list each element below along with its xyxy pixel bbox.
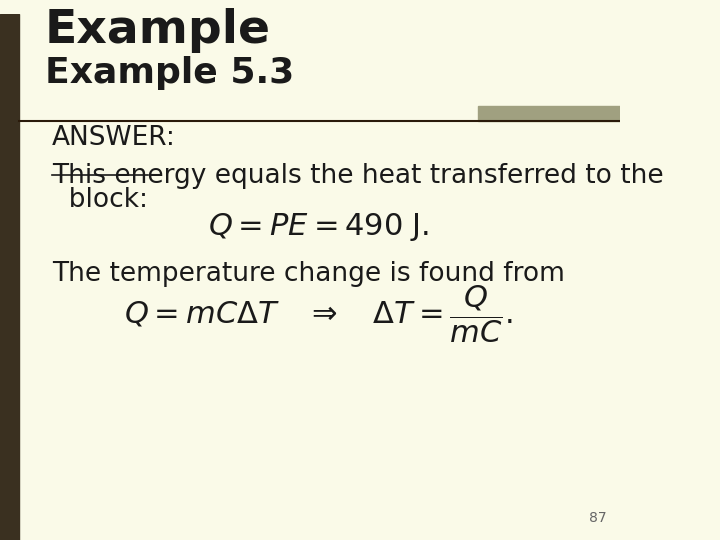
Text: The temperature change is found from: The temperature change is found from [52, 261, 564, 287]
Text: Example 5.3: Example 5.3 [45, 56, 294, 90]
Text: 87: 87 [590, 511, 607, 525]
Text: $Q = PE = 490 \; \mathrm{J}.$: $Q = PE = 490 \; \mathrm{J}.$ [208, 211, 428, 243]
Bar [0, 14, 19, 540]
Bar [478, 106, 620, 122]
Text: This energy equals the heat transferred to the: This energy equals the heat transferred … [52, 164, 663, 190]
Text: ANSWER:: ANSWER: [52, 125, 176, 151]
Text: $Q = mC\Delta T \quad \Rightarrow \quad \Delta T = \dfrac{Q}{mC}.$: $Q = mC\Delta T \quad \Rightarrow \quad … [124, 284, 513, 345]
Text: block:: block: [52, 187, 148, 213]
Text: Example: Example [45, 8, 271, 53]
